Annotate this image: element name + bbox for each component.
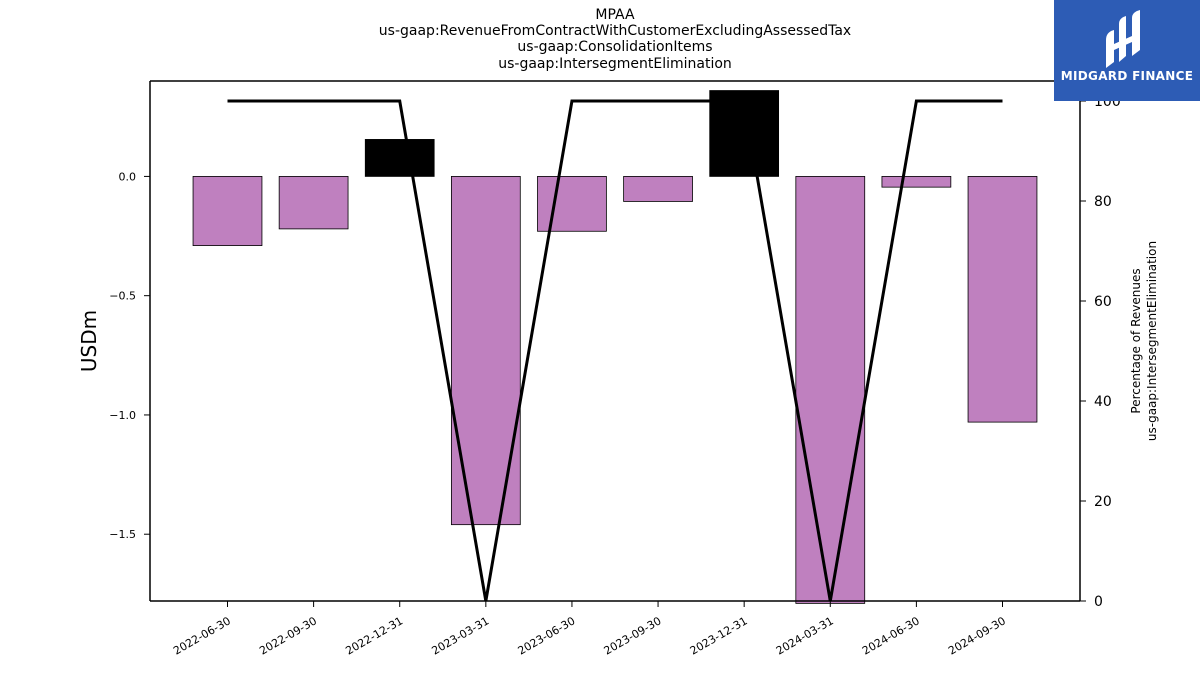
x-tick-label: 2023-12-31 [688,614,750,657]
bar [537,176,607,232]
percentage-line [227,99,1003,602]
x-tick-label: 2022-09-30 [257,614,319,657]
bar [795,176,866,604]
y2-tick-label: 0 [1094,594,1103,610]
y2-tick-label: 60 [1094,294,1112,310]
y2-axis-label: us-gaap:IntersegmentElimination [1145,241,1159,441]
bar [450,176,521,526]
y2-tick-label: 80 [1094,194,1112,210]
title-member: us-gaap:IntersegmentElimination [498,56,732,72]
x-tick-label: 2023-09-30 [602,614,664,657]
y2-axis-label: Percentage of Revenues [1129,268,1143,413]
bar [623,176,693,202]
y2-tick-label: 20 [1094,494,1112,510]
brand-logo: MIDGARD FINANCE [1054,0,1200,101]
x-tick-label: 2024-09-30 [946,614,1008,657]
x-tick-label: 2024-03-31 [774,614,836,657]
x-tick-label: 2023-06-30 [516,614,578,657]
bar [278,176,349,230]
y-tick-label: −1.5 [109,528,136,541]
bar [192,176,263,246]
y2-tick-label: 40 [1094,394,1112,410]
title-axis: us-gaap:ConsolidationItems [517,39,713,55]
y-tick-label: −1.0 [109,409,136,422]
title-concept: us-gaap:RevenueFromContractWithCustomerE… [378,23,852,39]
title-ticker: MPAA [595,7,635,23]
x-tick-label: 2022-12-31 [343,614,405,657]
bar [967,176,1038,423]
x-tick-label: 2023-03-31 [429,614,491,657]
x-tick-label: 2022-06-30 [171,614,233,657]
bar [881,176,952,188]
midgard-logo-icon [1106,10,1140,68]
y-tick-label: 0.0 [119,170,137,183]
y-tick-label: −0.5 [109,290,136,303]
x-tick-label: 2024-06-30 [860,614,922,657]
bar [364,139,435,177]
y-axis-label: USDm [77,310,101,372]
logo-text: MIDGARD FINANCE [1060,69,1194,83]
